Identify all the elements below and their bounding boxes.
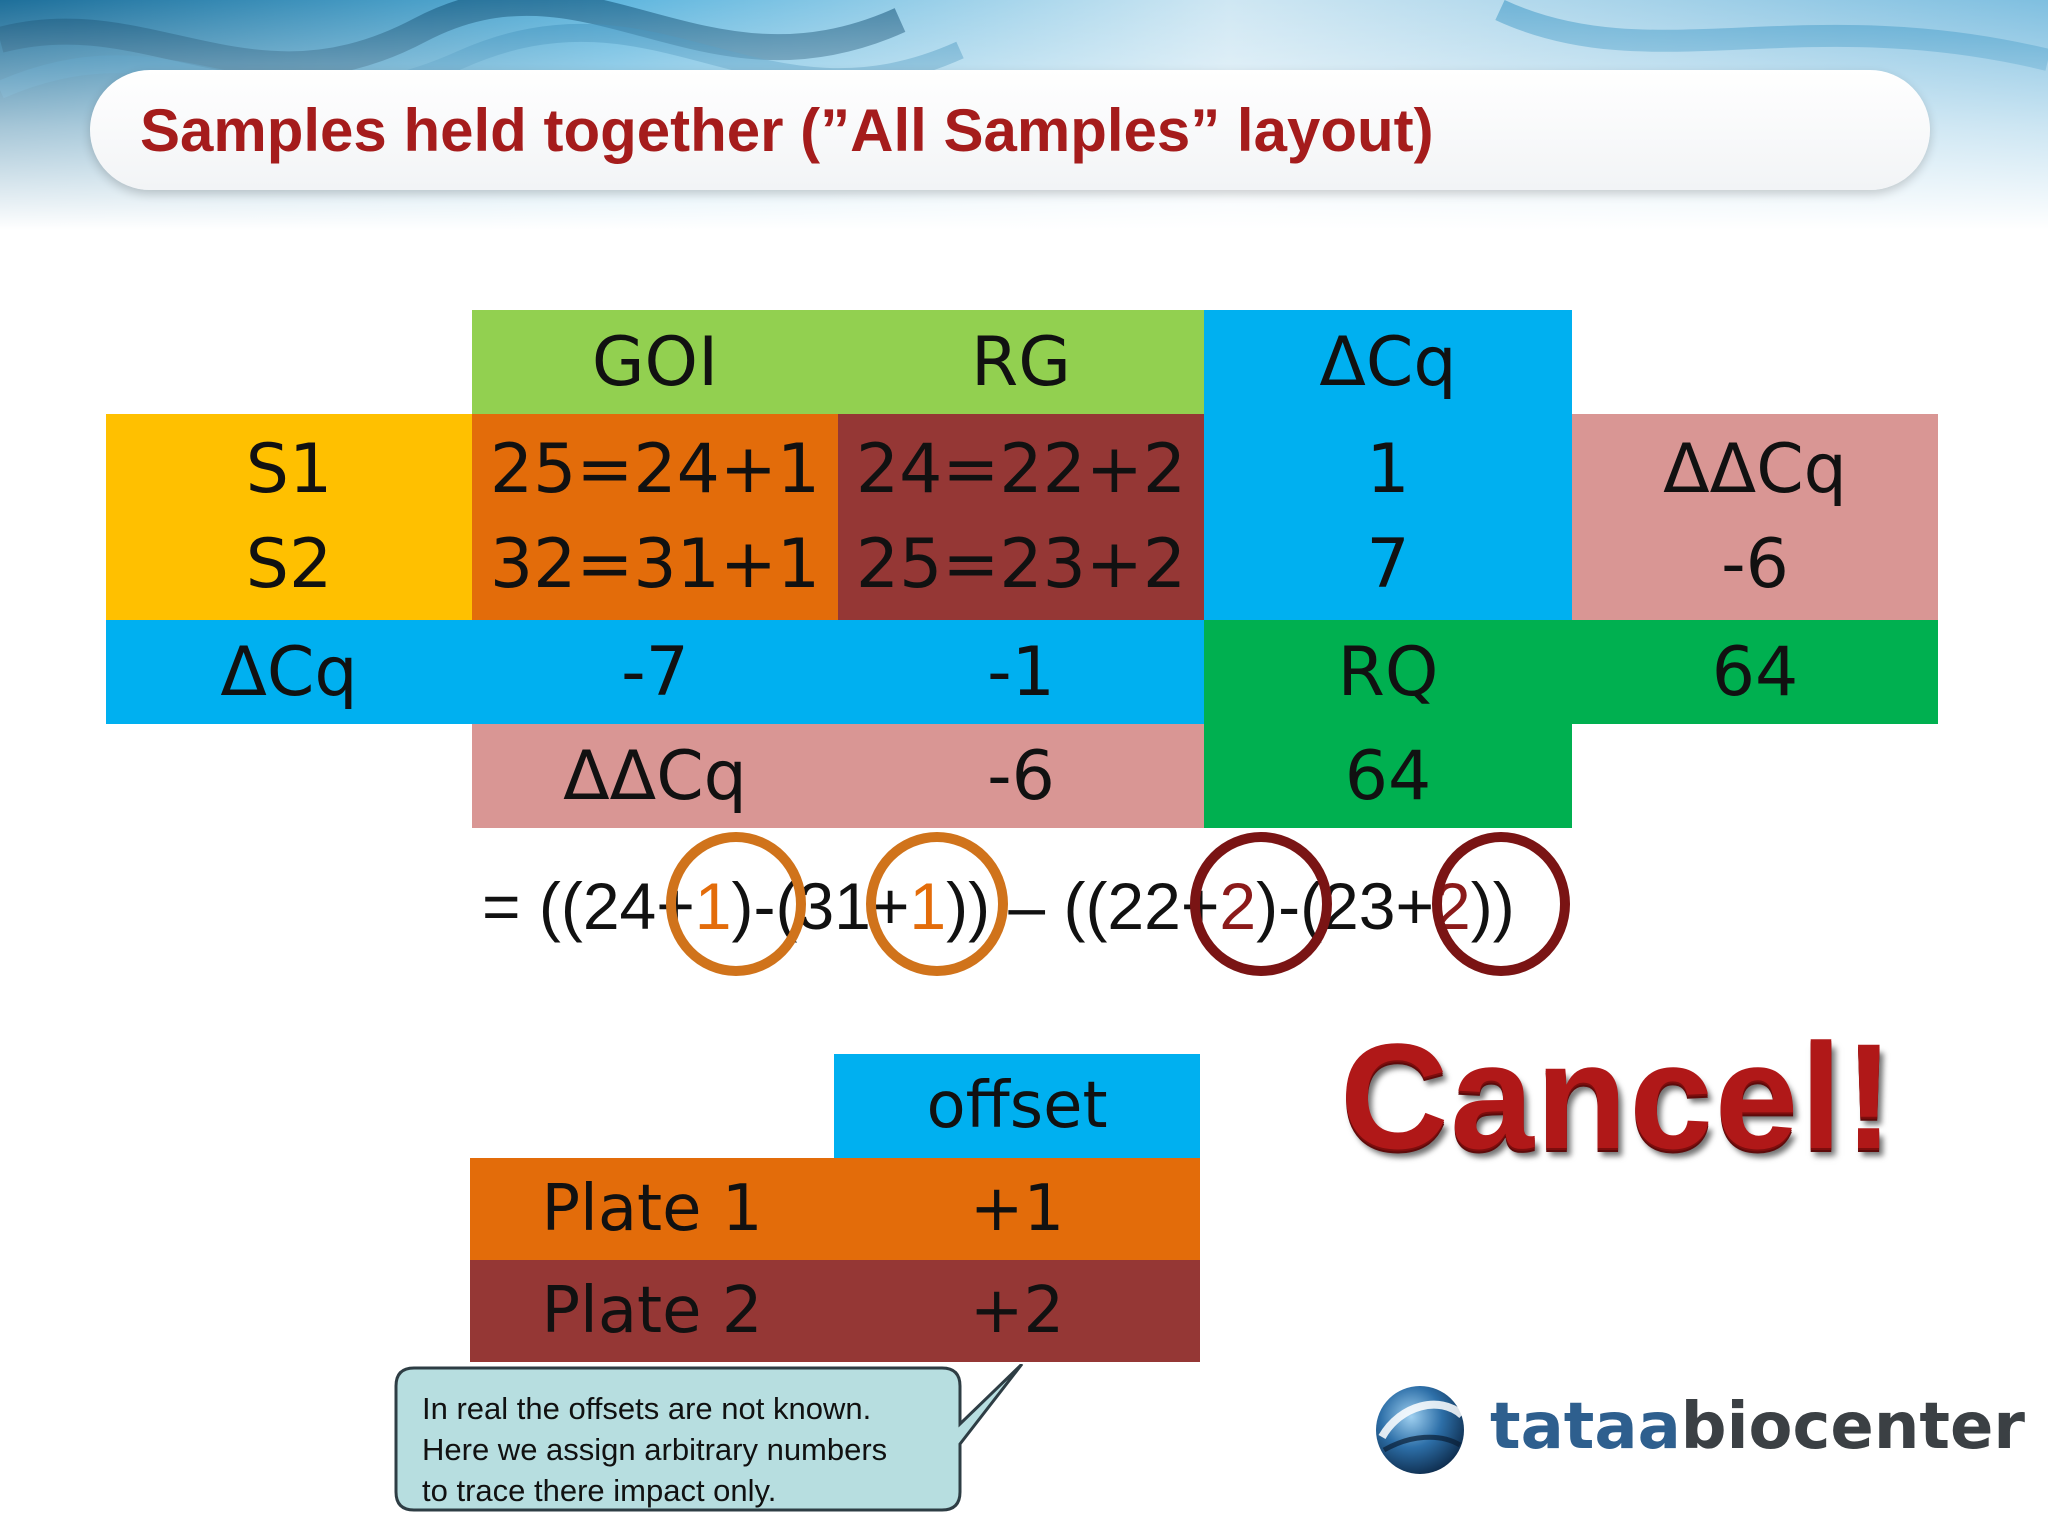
rq-value-right: 64 xyxy=(1572,620,1938,724)
highlight-circle-offset-2b xyxy=(1432,832,1570,976)
rq-value-bottom: 64 xyxy=(1204,724,1572,828)
highlight-circle-offset-2a xyxy=(1190,832,1332,976)
ddcq-right-label: ΔΔCq xyxy=(1663,430,1847,509)
callout-line-2: Here we assign arbitrary numbers xyxy=(422,1432,888,1467)
callout-text: In real the offsets are not known. Here … xyxy=(422,1388,887,1511)
rg-values: 24=22+2 25=23+2 xyxy=(838,414,1204,620)
ddcq-right-value: -6 xyxy=(1721,525,1789,604)
highlight-circle-offset-1a xyxy=(666,832,806,976)
s1-rg-value: 24=22+2 xyxy=(855,430,1187,509)
s1-delta-cq-value: 1 xyxy=(1366,430,1410,509)
formula-part: = ((24 xyxy=(482,869,657,943)
tataa-biocenter-logo: tataabiocenter xyxy=(1370,1370,2025,1500)
title-bar xyxy=(90,70,1930,190)
sample-labels: S1 S2 xyxy=(106,414,472,620)
offset-header: offset xyxy=(834,1054,1200,1158)
note-callout: In real the offsets are not known. Here … xyxy=(394,1364,1024,1514)
header-rg: RG xyxy=(838,310,1204,414)
globe-icon xyxy=(1376,1386,1465,1474)
row-delta-cq-goi: -7 xyxy=(472,620,838,724)
plate-1-offset: +1 xyxy=(834,1158,1200,1260)
ddcq-right: ΔΔCq -6 xyxy=(1572,414,1938,620)
s2-rg-value: 25=23+2 xyxy=(855,525,1187,604)
plate-1-label: Plate 1 xyxy=(470,1158,834,1260)
header-goi: GOI xyxy=(472,310,838,414)
ddcq-bottom-value: -6 xyxy=(838,724,1204,828)
callout-line-1: In real the offsets are not known. xyxy=(422,1391,872,1426)
logo-text-tataa: tataa xyxy=(1490,1390,1681,1464)
ddcq-bottom-label: ΔΔCq xyxy=(472,724,838,828)
callout-line-3: to trace there impact only. xyxy=(422,1473,777,1508)
highlight-circle-offset-1b xyxy=(866,832,1008,976)
s1-goi-value: 25=24+1 xyxy=(489,430,821,509)
rq-label: RQ xyxy=(1204,620,1572,724)
plate-2-offset: +2 xyxy=(834,1260,1200,1362)
sample-s1-label: S1 xyxy=(245,430,333,509)
row-delta-cq-label: ΔCq xyxy=(106,620,472,724)
logo-text-biocenter: biocenter xyxy=(1680,1390,2025,1464)
logo-wordmark: tataabiocenter xyxy=(1490,1390,2025,1464)
s2-delta-cq-value: 7 xyxy=(1366,525,1410,604)
s2-goi-value: 32=31+1 xyxy=(489,525,821,604)
callout-bubble-shape xyxy=(394,1364,1024,1512)
sample-s2-label: S2 xyxy=(245,525,333,604)
formula-plus: + xyxy=(1395,869,1435,943)
delta-cq-values: 1 7 xyxy=(1204,414,1572,620)
row-delta-cq-rg: -1 xyxy=(838,620,1204,724)
cancel-heading: Cancel! xyxy=(1340,1012,1896,1180)
slide-title: Samples held together (”All Samples” lay… xyxy=(140,97,1434,164)
header-delta-cq: ΔCq xyxy=(1204,310,1572,414)
header-banner xyxy=(0,0,2048,230)
plate-2-label: Plate 2 xyxy=(470,1260,834,1362)
goi-values: 25=24+1 32=31+1 xyxy=(472,414,838,620)
